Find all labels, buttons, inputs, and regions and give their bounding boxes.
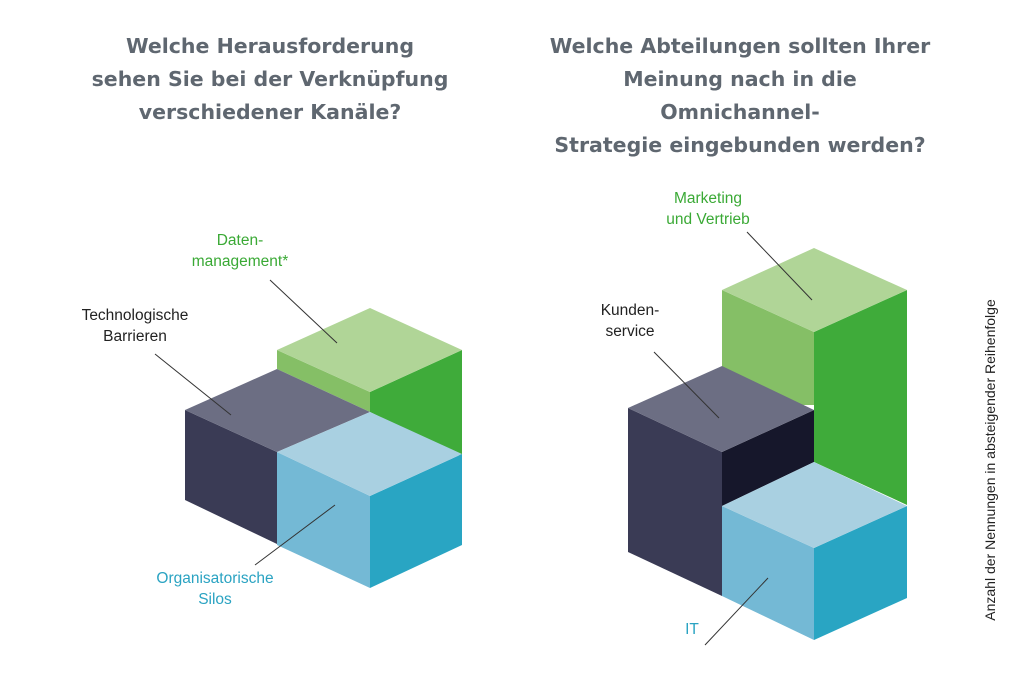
leader-technologische-barrieren: [154, 353, 232, 416]
leader-it: [704, 577, 769, 646]
cube-it-top: [722, 462, 907, 548]
cube-organisatorische-silos-right: [370, 454, 462, 588]
cube-organisatorische-silos-left: [277, 452, 370, 588]
cube-datenmanagement-left: [277, 350, 370, 412]
cube-datenmanagement-top: [277, 308, 462, 392]
leader-marketing-vertrieb: [746, 231, 813, 301]
cube-it-right: [814, 506, 907, 640]
cube-marketing-vertrieb-top: [722, 248, 907, 332]
cube-technologische-barrieren-left: [185, 410, 277, 544]
side-note-axis-label: Anzahl der Nennungen in absteigender Rei…: [982, 299, 998, 621]
cube-marketing-vertrieb-right: [814, 290, 907, 505]
label-organisatorische-silos: Organisatorische Silos: [156, 570, 274, 608]
cube-organisatorische-silos-top: [277, 412, 462, 496]
label-kundenservice: Kunden- service: [600, 302, 660, 340]
cube-organisatorische-silos: [277, 412, 462, 588]
label-marketing-vertrieb: Marketing und Vertrieb: [666, 190, 750, 228]
right-chart-title: Welche Abteilungen sollten Ihrer Meinung…: [549, 34, 931, 157]
leader-kundenservice: [653, 351, 720, 419]
cube-marketing-vertrieb-left: [722, 290, 814, 405]
left-cube-group: [154, 279, 462, 588]
cube-kundenservice-top: [628, 366, 814, 452]
leader-organisatorische-silos: [254, 504, 336, 566]
cube-datenmanagement-right: [370, 350, 462, 457]
cube-technologische-barrieren-top: [185, 369, 370, 452]
cube-technologische-barrieren: [185, 369, 370, 544]
cube-kundenservice: [628, 366, 814, 596]
label-it: IT: [685, 621, 699, 638]
cube-it: [722, 462, 907, 640]
right-cube-group: [628, 231, 907, 646]
cube-kundenservice-left: [628, 408, 722, 596]
cube-kundenservice-right: [722, 410, 814, 506]
cube-datenmanagement: [277, 308, 462, 457]
cube-marketing-vertrieb: [722, 248, 907, 505]
left-chart-title: Welche Herausforderung sehen Sie bei der…: [91, 34, 449, 124]
leader-datenmanagement: [269, 279, 338, 344]
cube-it-left: [722, 506, 814, 640]
label-datenmanagement: Daten- management*: [191, 232, 289, 270]
label-technologische-barrieren: Technologische Barrieren: [81, 307, 189, 345]
